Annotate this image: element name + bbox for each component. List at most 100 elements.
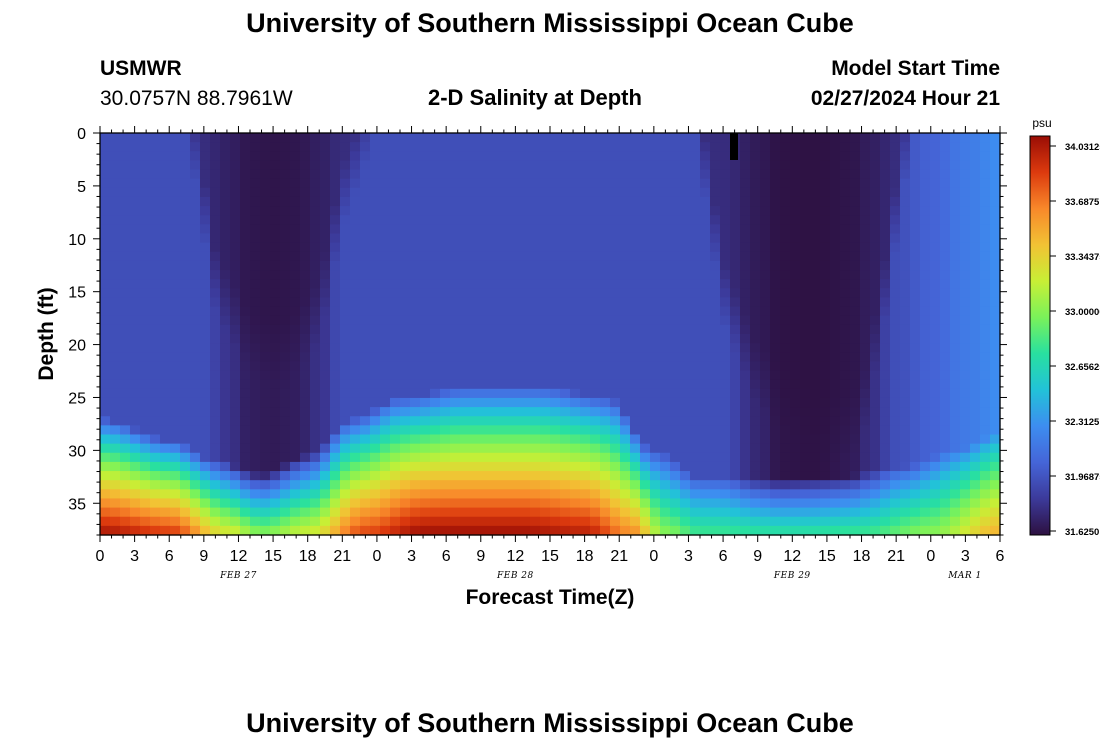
heatmap-cell [780, 461, 791, 472]
heatmap-cell [930, 443, 941, 454]
heatmap-cell [560, 334, 571, 344]
heatmap-cell [930, 334, 941, 344]
heatmap-cell [220, 352, 231, 363]
heatmap-cell [160, 507, 171, 518]
heatmap-cell [700, 133, 711, 143]
heatmap-cell [570, 187, 581, 198]
heatmap-cell [880, 324, 891, 335]
heatmap-cell [830, 133, 841, 143]
heatmap-cell [940, 370, 951, 381]
heatmap-cell [190, 397, 201, 408]
heatmap-cell [570, 407, 581, 417]
heatmap-cell [190, 178, 201, 189]
heatmap-cell [160, 471, 171, 481]
heatmap-cell [130, 206, 141, 216]
heatmap-cell [710, 324, 721, 335]
heatmap-cell [780, 352, 791, 363]
heatmap-cell [190, 288, 201, 299]
heatmap-cell [790, 370, 801, 381]
heatmap-cell [300, 242, 311, 253]
heatmap-cell [990, 206, 1001, 216]
heatmap-cell [970, 324, 981, 335]
heatmap-cell [770, 297, 781, 308]
heatmap-cell [290, 151, 301, 162]
heatmap-cell [250, 379, 261, 390]
heatmap-cell [410, 169, 421, 180]
heatmap-cell [680, 169, 691, 180]
heatmap-cell [830, 233, 841, 244]
heatmap-cell [260, 279, 271, 289]
heatmap-cell [410, 525, 421, 536]
heatmap-cell [420, 242, 431, 253]
heatmap-cell [460, 489, 471, 500]
heatmap-cell [500, 306, 511, 317]
heatmap-cell [880, 434, 891, 445]
heatmap-cell [840, 343, 851, 353]
heatmap-cell [390, 206, 401, 216]
heatmap-cell [200, 334, 211, 344]
heatmap-cell [510, 306, 521, 317]
heatmap-cell [400, 471, 411, 481]
heatmap-cell [320, 169, 331, 180]
heatmap-cell [240, 480, 251, 490]
heatmap-cell [330, 233, 341, 244]
heatmap-cell [500, 151, 511, 162]
heatmap-cell [360, 407, 371, 417]
heatmap-cell [580, 133, 591, 143]
heatmap-cell [200, 434, 211, 445]
heatmap-cell [580, 315, 591, 326]
heatmap-cell [240, 416, 251, 426]
heatmap-cell [830, 279, 841, 289]
heatmap-cell [860, 233, 871, 244]
heatmap-cell [680, 315, 691, 326]
heatmap-cell [110, 270, 121, 280]
heatmap-cell [790, 352, 801, 363]
heatmap-cell [860, 178, 871, 189]
heatmap-cell [830, 215, 841, 225]
heatmap-cell [640, 516, 651, 527]
heatmap-cell [350, 324, 361, 335]
heatmap-cell [290, 471, 301, 481]
heatmap-cell [190, 187, 201, 198]
heatmap-cell [130, 288, 141, 299]
heatmap-cell [970, 461, 981, 472]
heatmap-cell [490, 215, 501, 225]
heatmap-cell [600, 133, 611, 143]
heatmap-cell [530, 142, 541, 152]
heatmap-cell [930, 498, 941, 509]
heatmap-cell [440, 224, 451, 235]
heatmap-cell [710, 297, 721, 308]
heatmap-cell [740, 242, 751, 253]
heatmap-cell [360, 498, 371, 509]
heatmap-cell [920, 452, 931, 463]
heatmap-cell [880, 288, 891, 299]
heatmap-cell [310, 471, 321, 481]
heatmap-cell [340, 516, 351, 527]
heatmap-cell [620, 498, 631, 509]
heatmap-cell [720, 297, 731, 308]
heatmap-cell [610, 461, 621, 472]
heatmap-cells [100, 133, 1001, 536]
heatmap-cell [950, 525, 961, 536]
heatmap-cell [930, 242, 941, 253]
heatmap-cell [870, 324, 881, 335]
heatmap-cell [430, 187, 441, 198]
heatmap-cell [810, 489, 821, 500]
heatmap-cell [110, 489, 121, 500]
heatmap-cell [560, 434, 571, 445]
heatmap-cell [310, 187, 321, 198]
heatmap-cell [900, 507, 911, 518]
heatmap-cell [490, 370, 501, 381]
heatmap-cell [750, 525, 761, 536]
heatmap-cell [630, 151, 641, 162]
heatmap-cell [990, 297, 1001, 308]
heatmap-cell [170, 279, 181, 289]
heatmap-cell [590, 178, 601, 189]
heatmap-cell [820, 324, 831, 335]
heatmap-cell [320, 461, 331, 472]
heatmap-cell [640, 407, 651, 417]
heatmap-cell [160, 525, 171, 536]
heatmap-cell [510, 507, 521, 518]
heatmap-cell [460, 425, 471, 436]
heatmap-cell [380, 142, 391, 152]
